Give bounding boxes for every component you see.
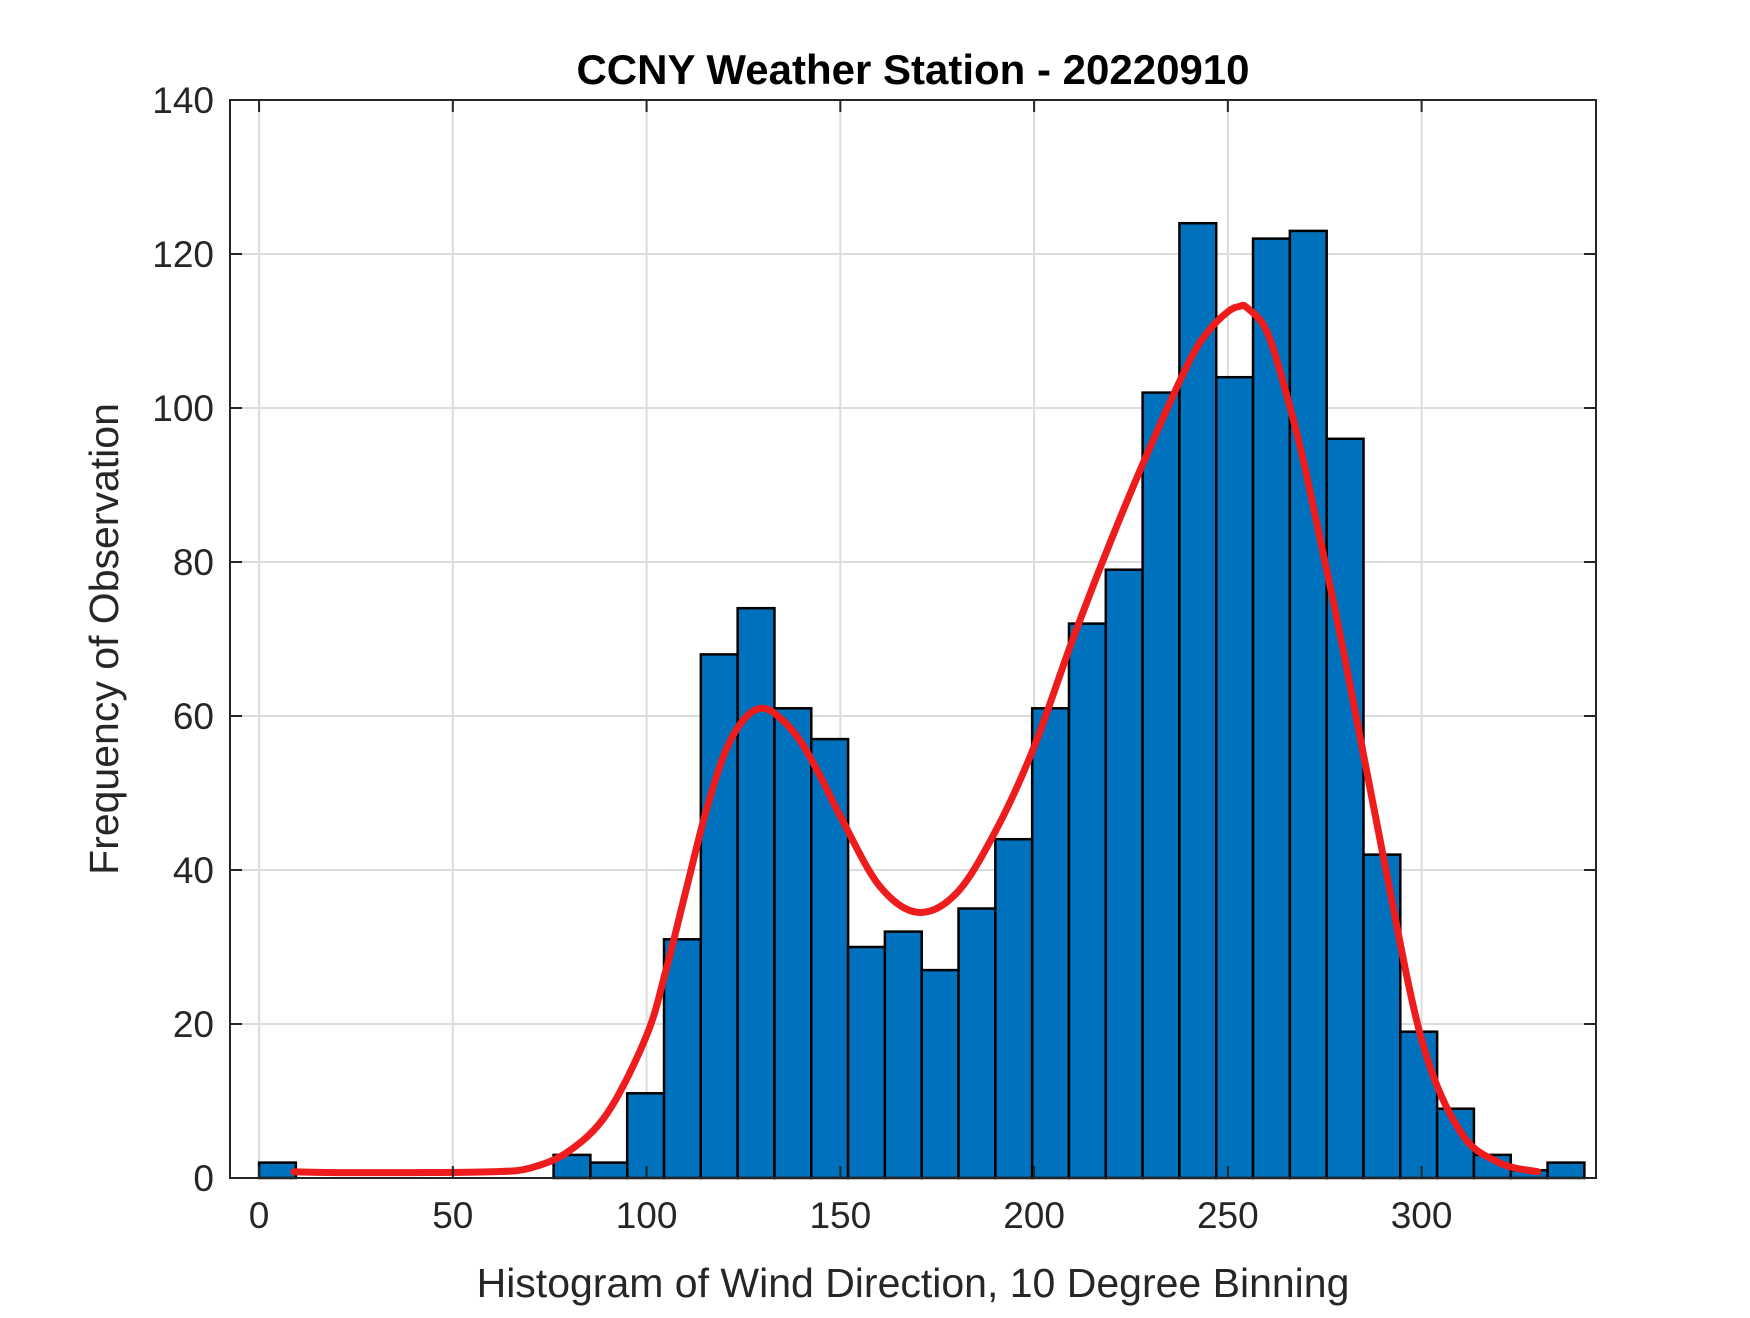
histogram-bar xyxy=(257,1161,298,1180)
histogram-bar xyxy=(625,1092,666,1180)
histogram-bar xyxy=(1399,1030,1439,1180)
chart-title: CCNY Weather Station - 20220910 xyxy=(576,46,1249,93)
y-tick-label: 80 xyxy=(173,542,214,583)
histogram-bar xyxy=(1214,375,1255,1180)
histogram-bars xyxy=(257,221,1586,1180)
histogram-bar xyxy=(1067,622,1108,1180)
fit-curve-line xyxy=(290,301,1542,1177)
histogram-bar xyxy=(736,606,776,1180)
histogram-bar xyxy=(662,938,703,1180)
histogram-bar xyxy=(883,930,923,1180)
y-tick-label: 100 xyxy=(152,388,214,429)
histogram-bar xyxy=(994,837,1034,1180)
y-tick-label: 60 xyxy=(173,696,214,737)
x-tick-label: 50 xyxy=(432,1195,473,1236)
axis-ticks: 0 50 100 150 200 250 300 0 20 40 60 80 100 120 140 xyxy=(152,80,1596,1236)
histogram-bar xyxy=(1141,391,1181,1180)
histogram-bar xyxy=(1288,229,1328,1180)
y-tick-label: 140 xyxy=(152,80,214,121)
y-tick-label: 0 xyxy=(193,1158,214,1199)
histogram-bar xyxy=(1325,437,1365,1180)
histogram-bar xyxy=(810,737,850,1180)
histogram-bar xyxy=(773,707,813,1180)
histogram-bar xyxy=(1178,221,1218,1180)
histogram-bar xyxy=(846,945,887,1180)
histogram-bar xyxy=(957,907,997,1180)
x-tick-label: 150 xyxy=(809,1195,871,1236)
x-tick-label: 250 xyxy=(1197,1195,1259,1236)
histogram-bar xyxy=(1546,1161,1586,1180)
x-tick-label: 100 xyxy=(616,1195,678,1236)
y-tick-label: 120 xyxy=(152,234,214,275)
y-tick-label: 40 xyxy=(173,850,214,891)
y-tick-label: 20 xyxy=(173,1004,214,1045)
histogram-bar xyxy=(589,1161,629,1180)
histogram-bar xyxy=(1030,707,1071,1180)
x-tick-label: 200 xyxy=(1003,1195,1065,1236)
histogram-bar xyxy=(920,968,960,1180)
y-axis-label: Frequency of Observation xyxy=(81,403,127,875)
histogram-bar xyxy=(1104,568,1144,1180)
x-axis-label: Histogram of Wind Direction, 10 Degree B… xyxy=(477,1260,1350,1306)
axes-box xyxy=(229,99,1597,1179)
x-tick-label: 0 xyxy=(249,1195,270,1236)
fit-curve-layer xyxy=(290,301,1542,1177)
x-tick-label: 300 xyxy=(1391,1195,1453,1236)
